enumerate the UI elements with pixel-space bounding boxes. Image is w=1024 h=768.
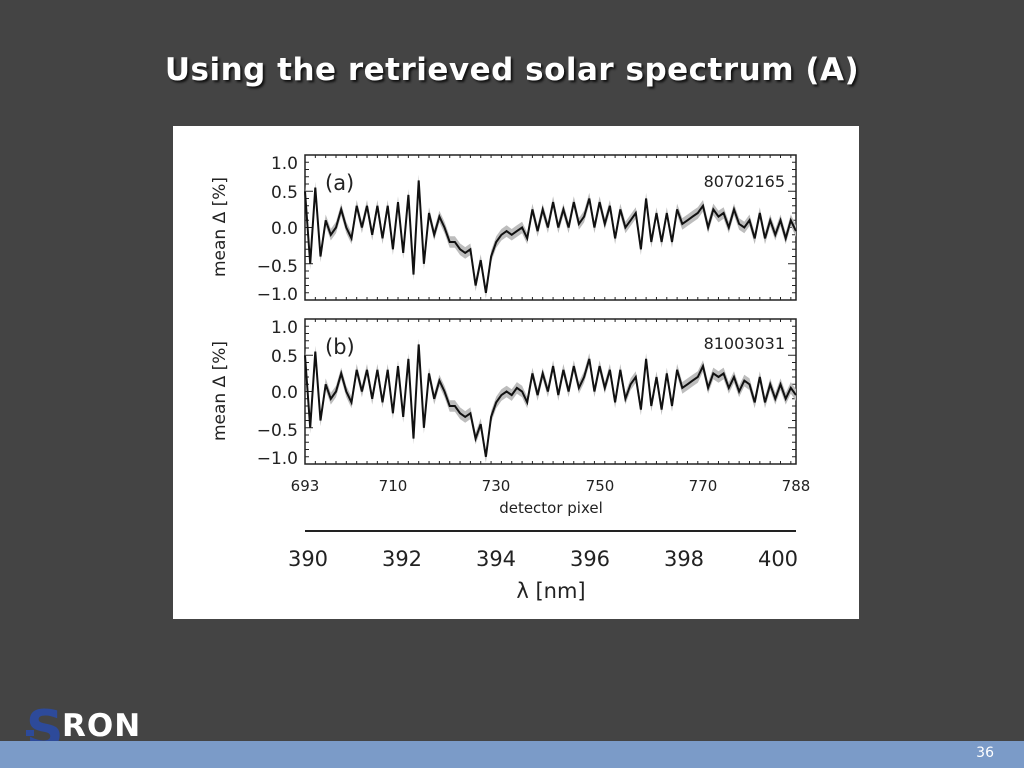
pixel-axis: 693 710 730 750 770 788 detector pixel <box>291 477 811 517</box>
panel-a-uncertainty-band <box>305 174 796 299</box>
wavelength-axis-title: λ [nm] <box>516 579 585 603</box>
panel-a-ytick: −0.5 <box>257 257 298 277</box>
slide-title: Using the retrieved solar spectrum (A) <box>164 52 860 88</box>
wavelength-axis: 390 392 394 396 398 400 λ [nm] <box>288 530 798 603</box>
panel-b-label: (b) <box>325 335 355 359</box>
logo-mark <box>26 730 34 736</box>
panel-a-ytick: 0.5 <box>271 183 298 203</box>
panel-b-id: 81003031 <box>704 334 785 353</box>
pixel-axis-title: detector pixel <box>499 499 603 517</box>
panel-b-ylabel: mean Δ [%] <box>210 341 230 441</box>
wavelength-tick-label: 390 <box>288 547 328 571</box>
wavelength-tick-label: 398 <box>664 547 704 571</box>
panel-a-ytick: −1.0 <box>257 285 298 305</box>
panel-b-ytick: 1.0 <box>271 318 298 338</box>
panel-b-tick-marks <box>304 318 796 465</box>
figure-panel: (a) 80702165 mean Δ [%] 1.0 0.5 0.0 −0.5… <box>173 126 859 619</box>
footer-bar: 36 <box>0 741 1024 768</box>
page-number: 36 <box>976 745 994 761</box>
panel-a: (a) 80702165 mean Δ [%] 1.0 0.5 0.0 −0.5… <box>210 154 797 305</box>
wavelength-tick-label: 392 <box>382 547 422 571</box>
pixel-tick-label: 730 <box>482 477 511 495</box>
panel-b-ytick: −1.0 <box>257 449 298 469</box>
pixel-tick-label: 788 <box>782 477 811 495</box>
wavelength-tick-label: 396 <box>570 547 610 571</box>
panel-a-label: (a) <box>325 171 354 195</box>
panel-b-series-line <box>304 344 797 457</box>
panel-a-ytick: 0.0 <box>271 219 298 239</box>
panel-a-ytick: 1.0 <box>271 154 298 174</box>
panel-b-ytick: −0.5 <box>257 421 298 441</box>
panel-a-id: 80702165 <box>704 172 785 191</box>
pixel-tick-label: 693 <box>291 477 320 495</box>
panel-b-ytick: 0.0 <box>271 383 298 403</box>
panel-a-ylabel: mean Δ [%] <box>210 177 230 277</box>
pixel-tick-label: 710 <box>379 477 408 495</box>
wavelength-tick-label: 400 <box>758 547 798 571</box>
panel-b-uncertainty-band <box>305 338 796 463</box>
pixel-tick-label: 750 <box>586 477 615 495</box>
panel-b-ytick: 0.5 <box>271 347 298 367</box>
logo-text: RON <box>62 708 142 744</box>
pixel-tick-label: 770 <box>689 477 718 495</box>
spectrum-figure: (a) 80702165 mean Δ [%] 1.0 0.5 0.0 −0.5… <box>210 154 811 603</box>
wavelength-tick-label: 394 <box>476 547 516 571</box>
panel-a-series-line <box>304 180 797 293</box>
panel-b: (b) 81003031 mean Δ [%] 1.0 0.5 0.0 −0.5… <box>210 318 797 469</box>
